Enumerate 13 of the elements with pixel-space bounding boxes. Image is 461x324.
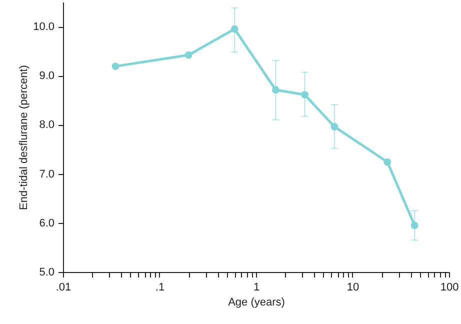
- x-tick-label: 10: [346, 282, 360, 294]
- y-axis-title: End-tidal desflurane (percent): [18, 65, 30, 210]
- x-tick-label: 1: [253, 282, 260, 294]
- x-tick-label: 100: [440, 282, 459, 294]
- x-tick-label: .01: [56, 282, 72, 294]
- y-tick-label: 5.0: [39, 266, 54, 278]
- y-tick-label: 9.0: [39, 70, 54, 82]
- y-tick-label: 10.0: [33, 21, 54, 34]
- y-tick-label: 6.0: [39, 217, 54, 230]
- y-tick-label: 8.0: [39, 119, 54, 132]
- y-tick-label: 7.0: [39, 168, 54, 180]
- x-tick-label: .1: [155, 282, 165, 294]
- x-axis-title: Age (years): [228, 296, 285, 308]
